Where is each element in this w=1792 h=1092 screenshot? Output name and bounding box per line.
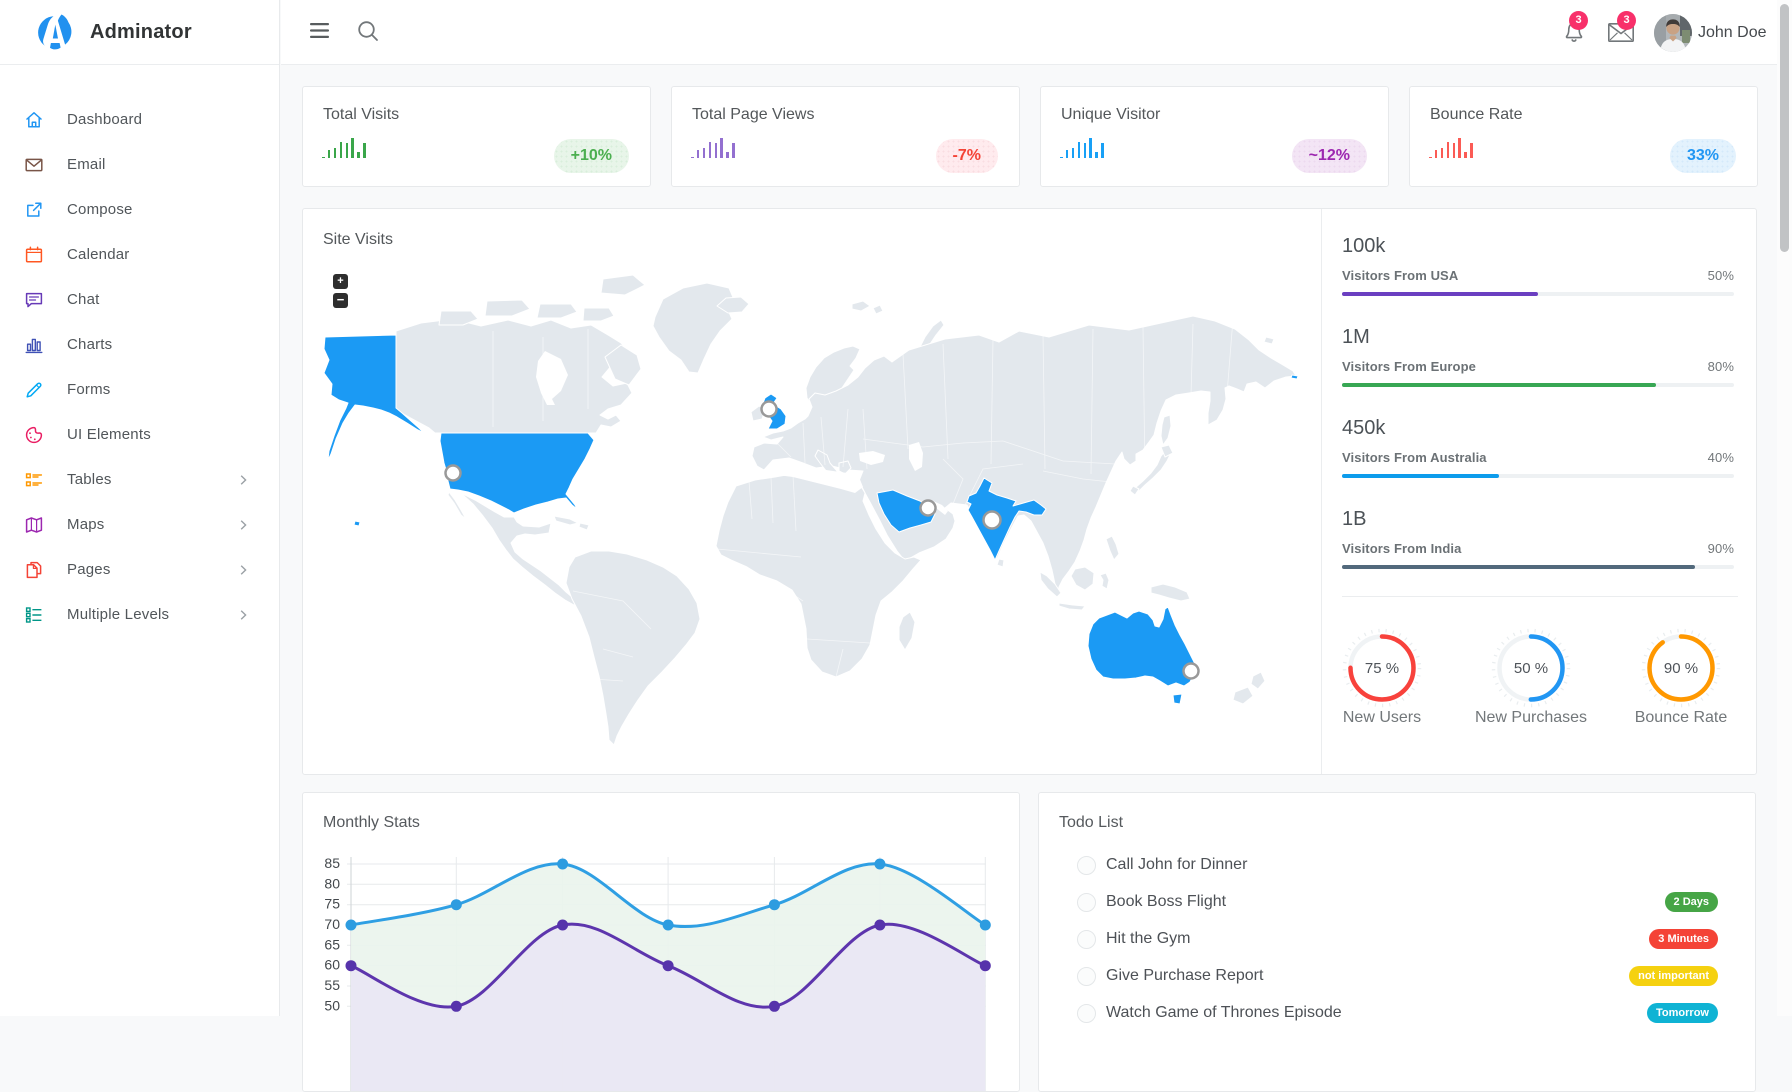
svg-text:85: 85 <box>324 855 340 871</box>
svg-text:55: 55 <box>324 977 340 993</box>
svg-text:75 %: 75 % <box>1365 660 1399 677</box>
svg-text:65: 65 <box>324 936 340 952</box>
svg-text:70: 70 <box>324 916 340 932</box>
svg-text:50 %: 50 % <box>1514 660 1548 677</box>
svg-text:60: 60 <box>324 957 340 973</box>
svg-text:75: 75 <box>324 896 340 912</box>
svg-text:90 %: 90 % <box>1664 660 1698 677</box>
svg-text:50: 50 <box>324 997 340 1013</box>
svg-text:80: 80 <box>324 875 340 891</box>
